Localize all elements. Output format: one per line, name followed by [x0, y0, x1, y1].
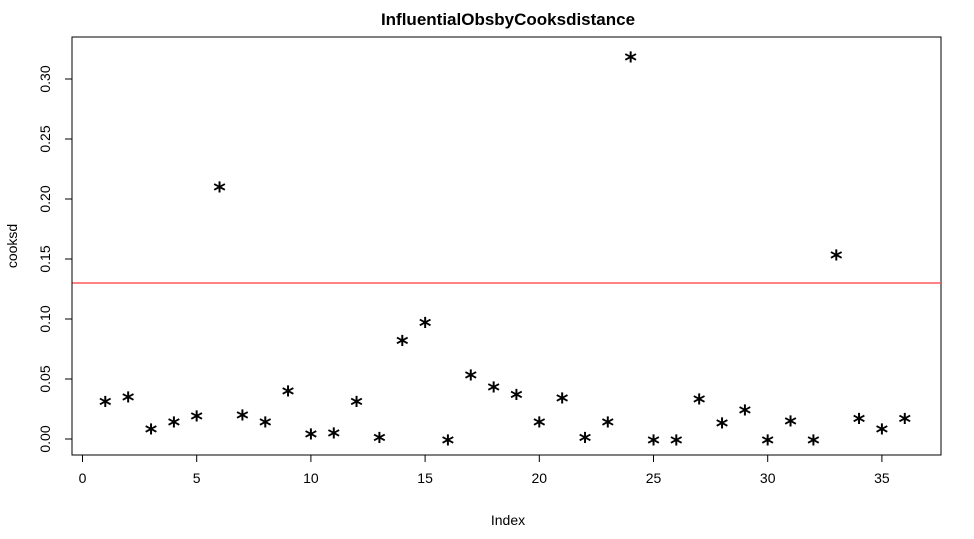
data-point: *	[190, 406, 203, 434]
data-point: *	[305, 424, 318, 452]
chart-title: InfluentialObsbyCooksdistance	[381, 10, 635, 29]
data-point: *	[327, 423, 340, 451]
axes-layer: 0 5 10 15 20 25 30 35 0.00 0.05 0.10 0.15 0.20 0.25 0.…	[37, 65, 890, 486]
data-point: *	[419, 312, 432, 340]
x-tick-label: 15	[417, 470, 433, 486]
x-tick-label: 30	[760, 470, 776, 486]
data-point: *	[807, 430, 820, 458]
data-point: *	[602, 412, 615, 440]
data-point: *	[853, 408, 866, 436]
x-tick-label: 20	[532, 470, 548, 486]
x-tick-label: 25	[646, 470, 662, 486]
data-point: *	[670, 430, 683, 458]
data-point: *	[579, 428, 592, 456]
data-point: *	[876, 419, 889, 447]
data-point: *	[396, 330, 409, 358]
data-point: *	[259, 412, 272, 440]
x-tick-label: 10	[303, 470, 319, 486]
data-point: *	[236, 405, 249, 433]
data-point: *	[556, 388, 569, 416]
data-point: *	[830, 245, 843, 273]
data-point: *	[145, 419, 158, 447]
x-tick-label: 5	[193, 470, 201, 486]
data-point: *	[99, 392, 112, 420]
y-tick-label: 0.00	[37, 425, 53, 452]
data-point: *	[533, 412, 546, 440]
data-point: *	[442, 430, 455, 458]
data-point: *	[761, 430, 774, 458]
data-point: *	[784, 411, 797, 439]
x-axis-label: Index	[491, 512, 525, 528]
data-point: *	[739, 400, 752, 428]
points-layer: * * * * * * * * * * * * * * * * * * * * * * * * * * * * * * * * * * * *	[99, 47, 911, 458]
data-point: *	[510, 384, 523, 412]
y-tick-label: 0.05	[37, 365, 53, 392]
data-point: *	[213, 177, 226, 205]
y-tick-label: 0.10	[37, 305, 53, 332]
data-point: *	[464, 365, 477, 393]
data-point: *	[350, 392, 363, 420]
y-tick-label: 0.15	[37, 245, 53, 272]
data-point: *	[898, 408, 911, 436]
y-tick-label: 0.25	[37, 125, 53, 152]
data-point: *	[624, 47, 637, 75]
y-axis-label: cooksd	[4, 224, 20, 268]
data-point: *	[647, 430, 660, 458]
y-tick-label: 0.20	[37, 185, 53, 212]
data-point: *	[282, 381, 295, 409]
plot-frame	[71, 36, 942, 456]
y-tick-label: 0.30	[37, 65, 53, 92]
data-point: *	[716, 413, 729, 441]
x-tick-label: 35	[874, 470, 890, 486]
data-point: *	[122, 387, 135, 415]
data-point: *	[693, 389, 706, 417]
data-point: *	[373, 428, 386, 456]
data-point: *	[487, 377, 500, 405]
data-point: *	[168, 412, 181, 440]
x-tick-label: 0	[79, 470, 87, 486]
